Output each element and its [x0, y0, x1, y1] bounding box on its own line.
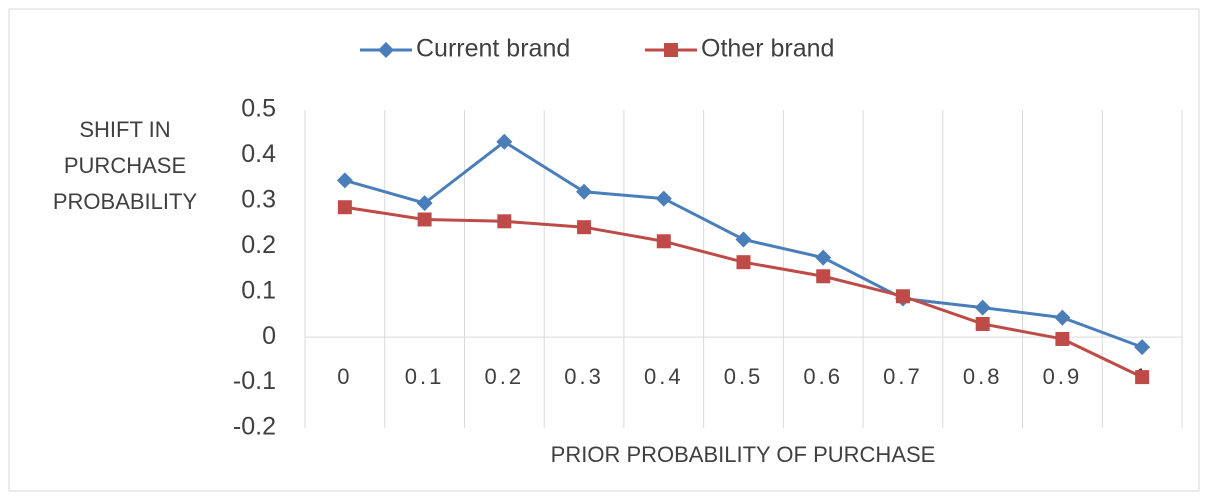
data-point [337, 200, 352, 215]
chart-border [8, 8, 1200, 492]
x-tick-label: 0.4 [644, 364, 684, 389]
legend-label: Other brand [701, 35, 834, 63]
data-point [1055, 331, 1070, 346]
data-point [577, 220, 592, 235]
data-point [576, 183, 593, 200]
x-tick-label: 0.6 [803, 364, 843, 389]
x-tick-label: 0.8 [963, 364, 1003, 389]
x-tick-label: 0.9 [1043, 364, 1083, 389]
data-point [975, 316, 990, 331]
data-point [735, 231, 752, 248]
data-point [336, 172, 353, 189]
y-tick-label: 0.3 [241, 185, 276, 213]
x-tick-label: 0 [337, 364, 352, 389]
data-point [974, 299, 991, 316]
x-tick-label: 0.7 [883, 364, 923, 389]
data-point [736, 255, 751, 270]
y-tick-label: 0.4 [241, 140, 276, 168]
x-tick-label: 0.5 [724, 364, 764, 389]
data-point [655, 190, 672, 207]
data-point [656, 234, 671, 249]
data-point [1135, 370, 1150, 385]
y-axis-label: PROBABILITY [53, 189, 198, 214]
data-point [815, 249, 832, 266]
data-point [417, 212, 432, 227]
y-tick-label: 0 [262, 322, 276, 350]
y-tick-label: 0.5 [241, 95, 276, 123]
x-axis-label: PRIOR PROBABILITY OF PURCHASE [551, 442, 936, 467]
legend-marker [664, 43, 678, 57]
data-point [1134, 339, 1151, 356]
y-tick-label: -0.2 [233, 413, 276, 441]
x-tick-label: 0.2 [485, 364, 525, 389]
legend-marker [378, 42, 394, 58]
legend-label: Current brand [416, 35, 570, 63]
data-point [496, 133, 513, 150]
data-point [816, 269, 831, 284]
data-point [1054, 309, 1071, 326]
y-tick-label: 0.1 [241, 276, 276, 304]
data-point [895, 289, 910, 304]
y-axis-label: PURCHASE [64, 153, 186, 178]
data-point [416, 195, 433, 212]
x-tick-label: 0.1 [405, 364, 445, 389]
data-point [497, 214, 512, 229]
x-tick-label: 0.3 [564, 364, 604, 389]
y-tick-label: -0.1 [233, 367, 276, 395]
y-axis-label: SHIFT IN [79, 117, 170, 142]
y-tick-label: 0.2 [241, 231, 276, 259]
